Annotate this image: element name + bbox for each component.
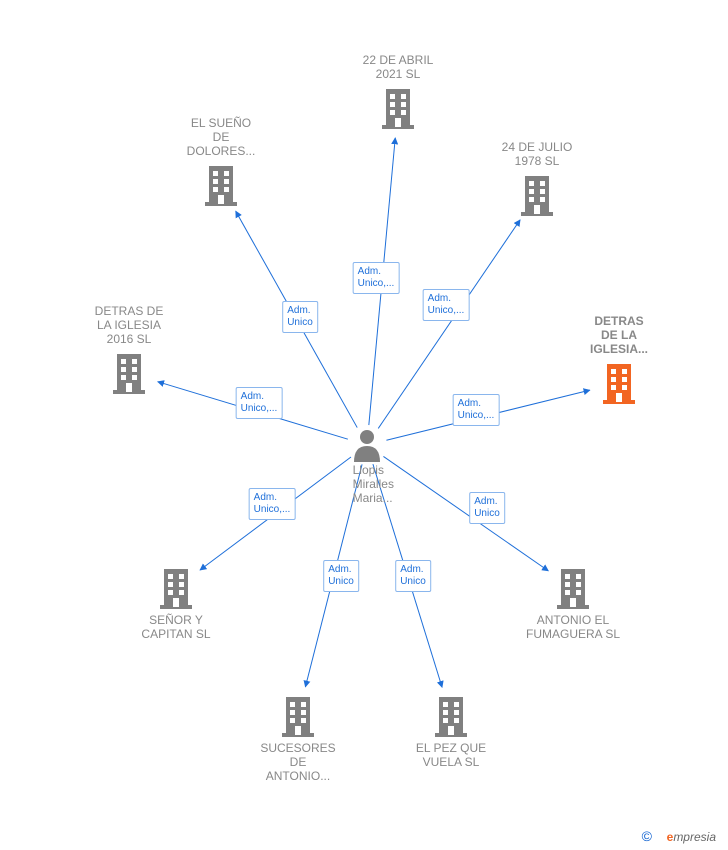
building-icon	[280, 695, 316, 737]
building-icon	[203, 164, 239, 206]
edge-label: Adm. Unico	[323, 560, 359, 592]
building-icon	[555, 567, 591, 609]
edge-label: Adm. Unico,...	[453, 394, 500, 426]
center-node-label: Llopis Miralles Maria...	[353, 463, 433, 505]
node-label: DETRAS DE LA IGLESIA...	[564, 314, 674, 356]
node-label: 22 DE ABRIL 2021 SL	[343, 53, 453, 81]
edge-label: Adm. Unico	[282, 301, 318, 333]
edge-label: Adm. Unico,...	[423, 289, 470, 321]
edge-label: Adm. Unico	[469, 492, 505, 524]
building-icon	[380, 87, 416, 129]
person-icon	[352, 428, 382, 462]
node-label: EL PEZ QUE VUELA SL	[396, 741, 506, 769]
building-icon	[433, 695, 469, 737]
edge-label: Adm. Unico	[395, 560, 431, 592]
node-label: DETRAS DE LA IGLESIA 2016 SL	[74, 304, 184, 346]
node-label: ANTONIO EL FUMAGUERA SL	[518, 613, 628, 641]
node-label: 24 DE JULIO 1978 SL	[482, 140, 592, 168]
diagram-canvas	[0, 0, 728, 850]
node-label: SEÑOR Y CAPITAN SL	[121, 613, 231, 641]
building-icon	[519, 174, 555, 216]
edge-label: Adm. Unico,...	[236, 387, 283, 419]
brand-watermark: empresia	[667, 830, 716, 844]
edge-label: Adm. Unico,...	[353, 262, 400, 294]
brand-rest: mpresia	[673, 830, 716, 844]
building-icon	[111, 352, 147, 394]
copyright-symbol: ©	[642, 828, 652, 844]
node-label: SUCESORES DE ANTONIO...	[243, 741, 353, 783]
node-label: EL SUEÑO DE DOLORES...	[166, 116, 276, 158]
building-icon	[158, 567, 194, 609]
building-icon	[601, 362, 637, 404]
edge-label: Adm. Unico,...	[249, 488, 296, 520]
